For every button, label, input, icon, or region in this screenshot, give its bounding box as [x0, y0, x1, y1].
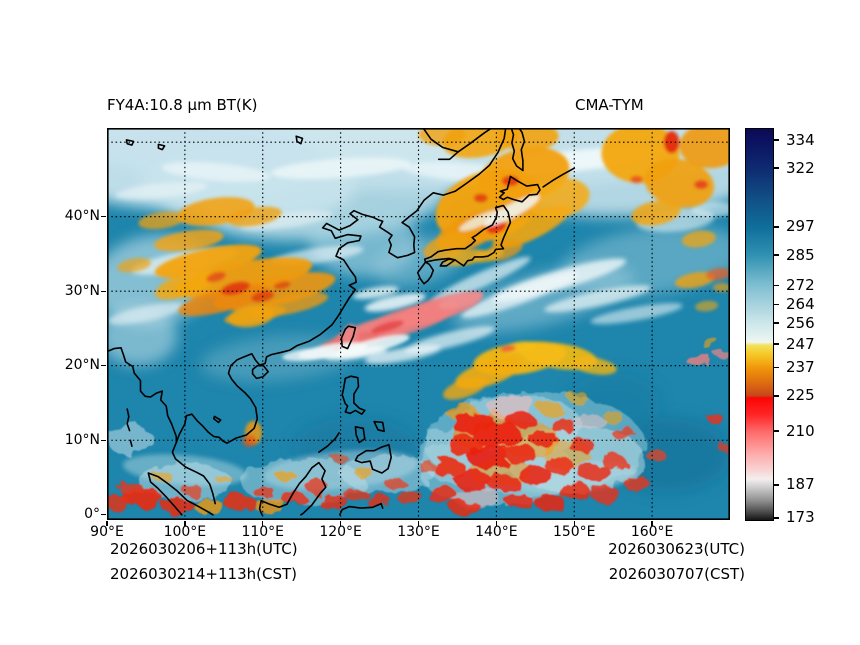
coastline: [171, 359, 259, 505]
lon-tick-label: 130°E: [397, 524, 440, 540]
lon-tick: [651, 521, 653, 526]
map-frame: [107, 128, 731, 520]
lat-tick: [101, 514, 106, 516]
colorbar-tick: [774, 254, 779, 256]
lon-tick-label: 150°E: [552, 524, 596, 540]
coastline: [437, 151, 459, 161]
colorbar-tick-label: 237: [786, 358, 815, 377]
coastline: [439, 258, 456, 267]
graticule: [107, 128, 730, 520]
lon-tick-label: 120°E: [319, 524, 362, 540]
lon-tick: [339, 521, 342, 526]
coastline: [542, 167, 576, 188]
colorbar: [745, 128, 774, 521]
coastline: [341, 375, 366, 415]
lon-tick: [106, 521, 108, 526]
coastline: [295, 135, 304, 145]
colorbar-tick: [774, 322, 779, 324]
lat-tick: [101, 365, 106, 367]
lat-tick-label: 0°: [84, 506, 100, 523]
lon-tick: [495, 521, 498, 526]
coastline: [212, 415, 222, 424]
colorbar-tick: [774, 226, 779, 228]
lon-tick: [417, 521, 420, 526]
coastline: [354, 443, 392, 474]
coastlines: [106, 127, 576, 516]
colorbar-tick: [774, 430, 779, 432]
coastline: [373, 420, 385, 433]
lat-tick: [101, 290, 106, 292]
lon-tick: [262, 521, 264, 526]
lat-tick-label: 20°N: [64, 357, 100, 374]
coastline: [126, 408, 131, 432]
coastline: [106, 347, 178, 444]
plot-title: FY4A:10.8 μm BT(K): [107, 96, 258, 114]
colorbar-tick-label: 256: [786, 313, 815, 332]
valid-time-cst: 2026030707(CST): [608, 565, 745, 583]
coastline: [340, 325, 357, 350]
lat-tick-label: 10°N: [64, 431, 100, 448]
colorbar-tick: [774, 395, 779, 397]
coastline: [129, 439, 133, 447]
colorbar-tick-label: 272: [786, 276, 815, 295]
lon-tick-label: 160°E: [630, 524, 674, 540]
coastline: [353, 127, 507, 259]
colorbar-tick: [774, 167, 779, 170]
lon-tick-label: 140°E: [475, 524, 518, 540]
coastline: [510, 127, 526, 172]
init-time-cst: 2026030214+113h(CST): [110, 565, 298, 583]
colorbar-tick-label: 297: [786, 217, 815, 236]
coastline: [318, 432, 340, 453]
lon-tick-label: 110°E: [241, 524, 285, 540]
satellite-map: [44, 86, 769, 520]
model-label: CMA-TYM: [575, 96, 644, 114]
colorbar-tick: [774, 139, 779, 141]
coastline: [125, 139, 135, 146]
lon-tick-label: 100°E: [163, 524, 207, 540]
coastline: [339, 502, 384, 516]
coastline: [157, 143, 166, 151]
colorbar-tick: [774, 284, 779, 287]
lon-tick: [184, 521, 186, 526]
lat-tick-label: 30°N: [64, 282, 100, 299]
colorbar-tick: [774, 366, 779, 369]
coastline: [147, 472, 214, 516]
layer-convection: [107, 339, 731, 515]
colorbar-tick-label: 187: [786, 475, 815, 494]
init-time-utc: 2026030206+113h(UTC): [110, 540, 298, 558]
valid-time-utc: 2026030623(UTC): [608, 540, 745, 558]
satellite-bt-image: [44, 86, 769, 520]
colorbar-tick: [774, 517, 779, 519]
colorbar-tick-label: 264: [786, 294, 815, 313]
layer-pink-cirrus: [282, 291, 484, 362]
colorbar-tick: [774, 343, 779, 346]
colorbar-tick-label: 173: [786, 508, 815, 527]
coastline: [258, 461, 327, 516]
colorbar-tick-label: 225: [786, 386, 815, 405]
colorbar-tick: [774, 484, 779, 486]
lon-tick: [573, 521, 575, 526]
lat-tick: [101, 215, 106, 218]
coastline: [423, 204, 512, 267]
colorbar-tick: [774, 303, 779, 306]
colorbar-tick-label: 210: [786, 421, 815, 440]
colorbar-tick-label: 334: [786, 130, 815, 149]
colorbar-tick-label: 285: [786, 245, 815, 264]
lon-tick-label: 90°E: [90, 524, 124, 540]
lat-tick-label: 40°N: [64, 208, 100, 225]
coastline: [236, 209, 362, 366]
coastline: [416, 261, 435, 285]
lat-tick: [101, 439, 106, 441]
colorbar-tick-label: 247: [786, 334, 815, 353]
coastline: [498, 175, 541, 203]
colorbar-tick-label: 322: [786, 158, 815, 177]
